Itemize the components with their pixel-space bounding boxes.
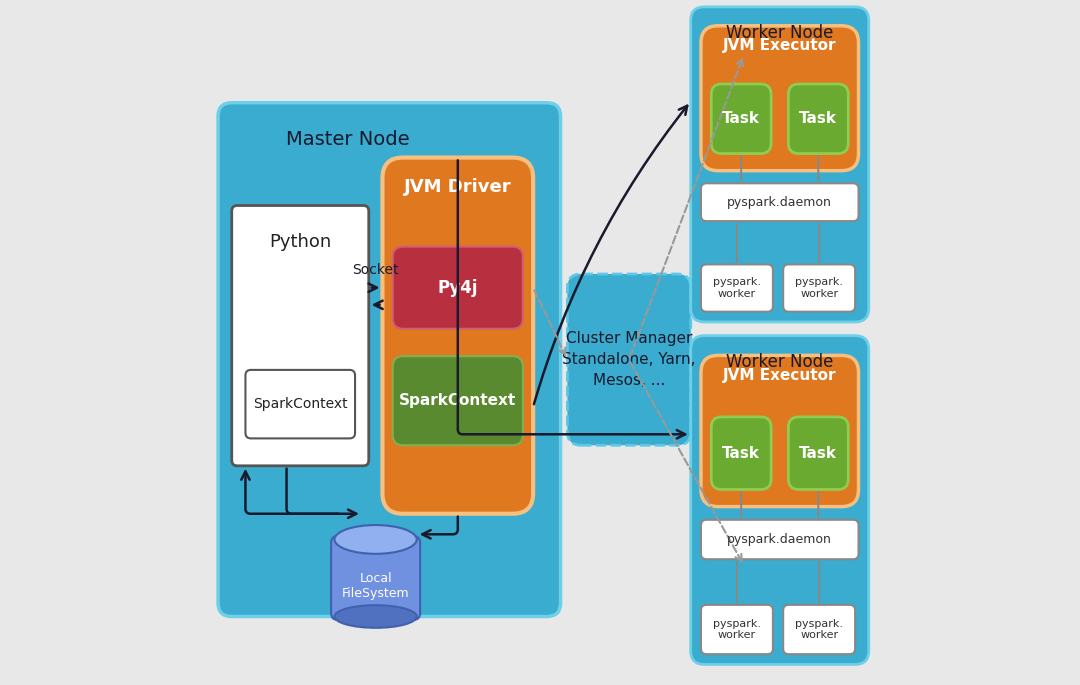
Text: Task: Task bbox=[723, 111, 760, 126]
FancyBboxPatch shape bbox=[712, 417, 771, 490]
Text: JVM Executor: JVM Executor bbox=[723, 368, 837, 383]
Text: Cluster Manager
Standalone, Yarn,
Mesos, ...: Cluster Manager Standalone, Yarn, Mesos,… bbox=[563, 331, 696, 388]
Text: JVM Executor: JVM Executor bbox=[723, 38, 837, 53]
Text: pyspark.daemon: pyspark.daemon bbox=[727, 533, 833, 546]
Text: Task: Task bbox=[799, 446, 837, 461]
Text: Socket: Socket bbox=[352, 264, 399, 277]
Text: SparkContext: SparkContext bbox=[253, 397, 348, 411]
FancyBboxPatch shape bbox=[245, 370, 355, 438]
Text: Local
FileSystem: Local FileSystem bbox=[341, 572, 409, 599]
Text: SparkContext: SparkContext bbox=[400, 393, 516, 408]
Text: JVM Driver: JVM Driver bbox=[404, 178, 512, 196]
FancyBboxPatch shape bbox=[393, 247, 523, 329]
Ellipse shape bbox=[335, 606, 417, 627]
FancyBboxPatch shape bbox=[701, 520, 859, 559]
FancyBboxPatch shape bbox=[332, 536, 420, 620]
FancyBboxPatch shape bbox=[712, 84, 771, 153]
Text: Worker Node: Worker Node bbox=[726, 353, 834, 371]
FancyBboxPatch shape bbox=[783, 264, 855, 312]
Text: pyspark.
worker: pyspark. worker bbox=[795, 277, 843, 299]
FancyBboxPatch shape bbox=[701, 605, 773, 654]
Text: Master Node: Master Node bbox=[286, 130, 410, 149]
Text: Py4j: Py4j bbox=[437, 279, 478, 297]
FancyBboxPatch shape bbox=[788, 84, 848, 153]
FancyBboxPatch shape bbox=[701, 26, 859, 171]
FancyBboxPatch shape bbox=[701, 356, 859, 507]
Text: pyspark.
worker: pyspark. worker bbox=[713, 277, 761, 299]
FancyBboxPatch shape bbox=[783, 605, 855, 654]
FancyBboxPatch shape bbox=[232, 206, 368, 466]
FancyBboxPatch shape bbox=[393, 356, 523, 445]
Text: pyspark.
worker: pyspark. worker bbox=[795, 619, 843, 640]
FancyBboxPatch shape bbox=[691, 7, 868, 322]
Text: pyspark.
worker: pyspark. worker bbox=[713, 619, 761, 640]
FancyBboxPatch shape bbox=[788, 417, 848, 490]
Ellipse shape bbox=[335, 525, 417, 553]
Text: pyspark.daemon: pyspark.daemon bbox=[727, 196, 833, 209]
FancyBboxPatch shape bbox=[701, 264, 773, 312]
Text: Task: Task bbox=[723, 446, 760, 461]
FancyBboxPatch shape bbox=[701, 184, 859, 221]
FancyBboxPatch shape bbox=[691, 336, 868, 664]
Text: Task: Task bbox=[799, 111, 837, 126]
Text: Python: Python bbox=[269, 233, 332, 251]
FancyBboxPatch shape bbox=[567, 274, 691, 445]
Text: Worker Node: Worker Node bbox=[726, 24, 834, 42]
FancyBboxPatch shape bbox=[382, 158, 534, 514]
FancyBboxPatch shape bbox=[218, 103, 561, 616]
